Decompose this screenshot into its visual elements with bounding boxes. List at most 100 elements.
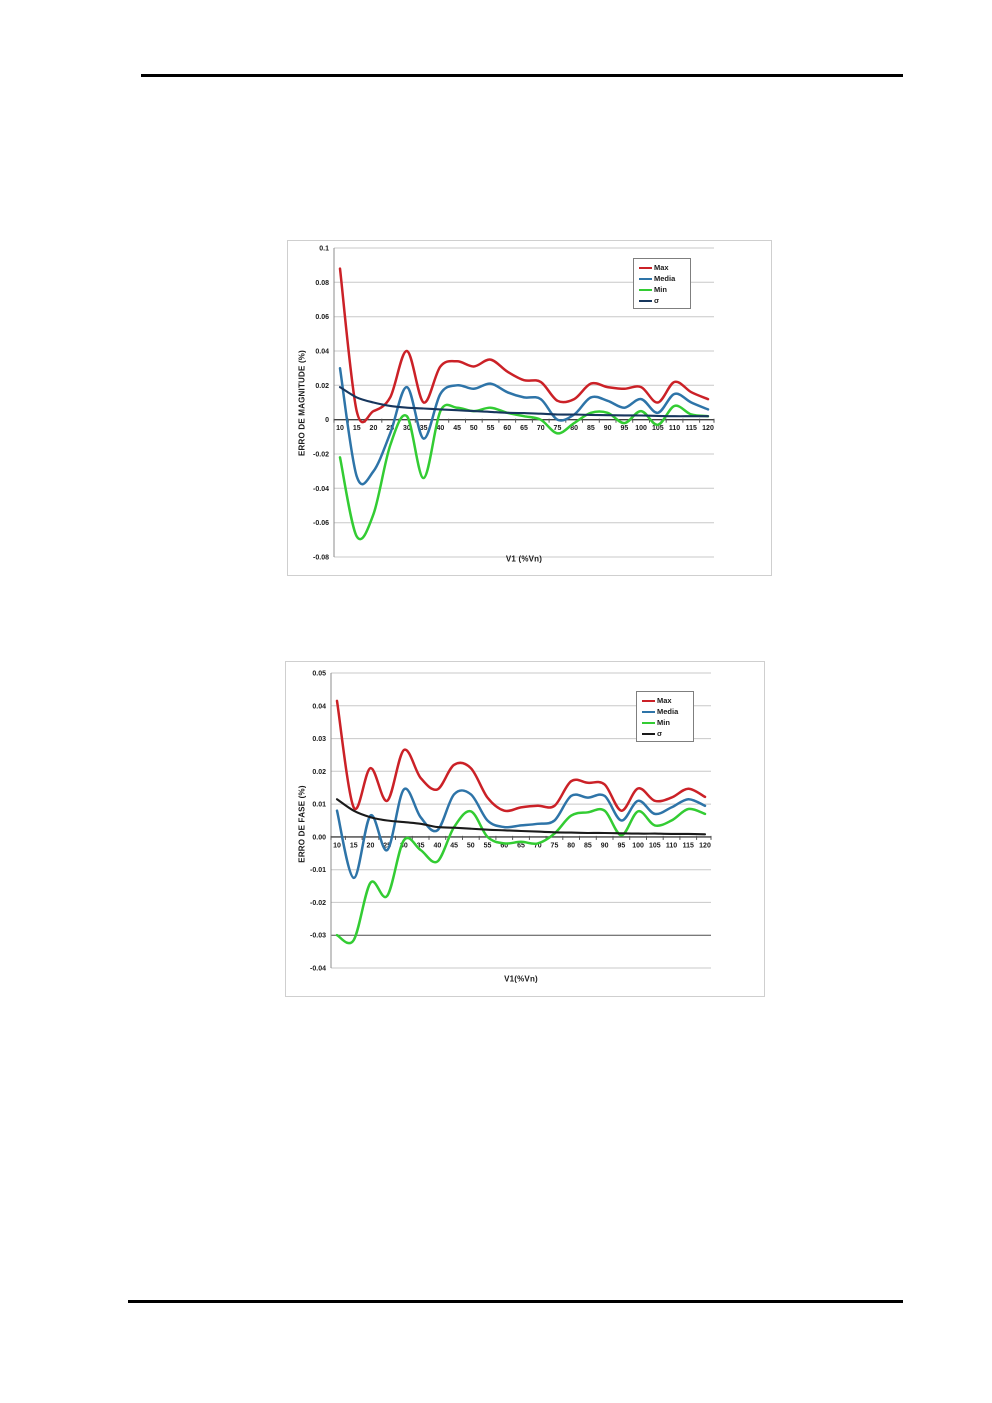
legend-swatch-min bbox=[642, 721, 655, 724]
legend-label-media: Media bbox=[657, 707, 679, 716]
y-tick-label: -0.08 bbox=[313, 555, 329, 562]
series-line-max bbox=[335, 699, 707, 813]
legend-item-min: Min bbox=[639, 285, 685, 294]
x-tick-label: 100 bbox=[632, 842, 644, 849]
legend-label-min: Min bbox=[654, 285, 667, 294]
phase-legend: Max Media Min σ bbox=[636, 691, 694, 742]
x-tick-label: 60 bbox=[500, 842, 508, 849]
x-tick-label: 55 bbox=[484, 842, 492, 849]
x-tick-label: 105 bbox=[652, 425, 664, 432]
y-tick-label: -0.01 bbox=[310, 867, 326, 874]
x-tick-label: 10 bbox=[336, 425, 344, 432]
x-tick-label: 85 bbox=[587, 425, 595, 432]
x-tick-label: 15 bbox=[353, 425, 361, 432]
magnitude-legend: Max Media Min σ bbox=[633, 258, 691, 309]
x-tick-label: 10 bbox=[333, 842, 341, 849]
x-tick-label: 20 bbox=[367, 842, 375, 849]
magnitude-y-axis-title: ERRO DE MAGNITUDE (%) bbox=[297, 350, 307, 456]
x-tick-label: 30 bbox=[403, 425, 411, 432]
legend-label-min: Min bbox=[657, 718, 670, 727]
y-tick-label: 0.04 bbox=[315, 349, 329, 356]
phase-plot-area: 0.05 0.04 0.03 0.02 0.01 0.00 -0.01 -0.02 -0.03 -… bbox=[310, 671, 712, 973]
y-tick-label: 0 bbox=[325, 417, 329, 424]
legend-label-max: Max bbox=[654, 263, 669, 272]
x-tick-label: 25 bbox=[386, 425, 394, 432]
x-tick-label: 45 bbox=[453, 425, 461, 432]
y-tick-label: -0.02 bbox=[310, 900, 326, 907]
x-tick-label: 70 bbox=[537, 425, 545, 432]
y-tick-label: 0.06 bbox=[315, 314, 329, 321]
x-tick-label: 100 bbox=[635, 425, 647, 432]
x-tick-label: 95 bbox=[617, 842, 625, 849]
x-tick-label: 75 bbox=[554, 425, 562, 432]
x-tick-label: 60 bbox=[503, 425, 511, 432]
series-line-sigma bbox=[338, 386, 710, 418]
x-tick-label: 115 bbox=[686, 425, 697, 432]
x-tick-label: 95 bbox=[620, 425, 628, 432]
x-tick-label: 110 bbox=[669, 425, 680, 432]
legend-swatch-media bbox=[639, 277, 652, 280]
y-tick-label: -0.03 bbox=[310, 933, 326, 940]
x-tick-label: 65 bbox=[520, 425, 528, 432]
legend-item-max: Max bbox=[642, 696, 688, 705]
x-tick-label: 65 bbox=[517, 842, 525, 849]
y-tick-label: 0.00 bbox=[312, 834, 326, 841]
x-tick-label: 50 bbox=[470, 425, 478, 432]
y-tick-label: 0.1 bbox=[319, 246, 329, 253]
x-tick-label: 25 bbox=[383, 842, 391, 849]
y-tick-label: 0.02 bbox=[315, 383, 329, 390]
x-tick-label: 105 bbox=[649, 842, 661, 849]
footer-rule bbox=[128, 1300, 903, 1303]
y-tick-label: 0.01 bbox=[312, 802, 326, 809]
y-tick-label: 0.02 bbox=[312, 769, 326, 776]
legend-swatch-min bbox=[639, 288, 652, 291]
legend-label-sigma: σ bbox=[654, 296, 660, 305]
legend-item-max: Max bbox=[639, 263, 685, 272]
y-tick-label: -0.04 bbox=[310, 966, 326, 973]
series-line-max bbox=[338, 267, 710, 424]
legend-swatch-sigma bbox=[642, 732, 655, 735]
x-tick-label: 115 bbox=[683, 842, 694, 849]
series-line-media bbox=[335, 787, 707, 880]
legend-label-sigma: σ bbox=[657, 729, 663, 738]
x-tick-label: 70 bbox=[534, 842, 542, 849]
x-tick-label: 80 bbox=[567, 842, 575, 849]
x-tick-label: 55 bbox=[487, 425, 495, 432]
x-tick-label: 40 bbox=[433, 842, 441, 849]
legend-item-min: Min bbox=[642, 718, 688, 727]
legend-item-sigma: σ bbox=[642, 729, 688, 738]
x-tick-label: 110 bbox=[666, 842, 677, 849]
legend-item-media: Media bbox=[642, 707, 688, 716]
legend-item-media: Media bbox=[639, 274, 685, 283]
y-tick-label: 0.08 bbox=[315, 280, 329, 287]
legend-swatch-max bbox=[639, 266, 652, 269]
series-line-min bbox=[335, 807, 707, 945]
legend-swatch-max bbox=[642, 699, 655, 702]
y-tick-label: -0.02 bbox=[313, 452, 329, 459]
x-tick-label: 50 bbox=[467, 842, 475, 849]
x-tick-label: 20 bbox=[370, 425, 378, 432]
x-tick-label: 40 bbox=[436, 425, 444, 432]
magnitude-x-axis-title: V1 (%Vn) bbox=[505, 554, 543, 564]
magnitude-error-chart: 0.1 0.08 0.06 0.04 0.02 0 -0.02 -0.04 -0.06 -0.08… bbox=[287, 240, 772, 576]
y-tick-label: 0.05 bbox=[312, 671, 326, 678]
x-tick-label: 45 bbox=[450, 842, 458, 849]
y-tick-label: 0.03 bbox=[312, 736, 326, 743]
x-tick-label: 85 bbox=[584, 842, 592, 849]
x-tick-label: 120 bbox=[702, 425, 714, 432]
x-tick-label: 30 bbox=[400, 842, 408, 849]
x-tick-label: 35 bbox=[420, 425, 428, 432]
series-line-media bbox=[338, 366, 710, 486]
x-tick-label: 15 bbox=[350, 842, 358, 849]
legend-swatch-media bbox=[642, 710, 655, 713]
legend-swatch-sigma bbox=[639, 299, 652, 302]
legend-item-sigma: σ bbox=[639, 296, 685, 305]
header-rule bbox=[141, 74, 903, 77]
x-tick-label: 75 bbox=[551, 842, 559, 849]
x-tick-label: 80 bbox=[570, 425, 578, 432]
series-line-sigma bbox=[335, 798, 707, 836]
x-tick-label: 90 bbox=[604, 425, 612, 432]
y-tick-label: 0.04 bbox=[312, 703, 326, 710]
x-tick-label: 35 bbox=[417, 842, 425, 849]
